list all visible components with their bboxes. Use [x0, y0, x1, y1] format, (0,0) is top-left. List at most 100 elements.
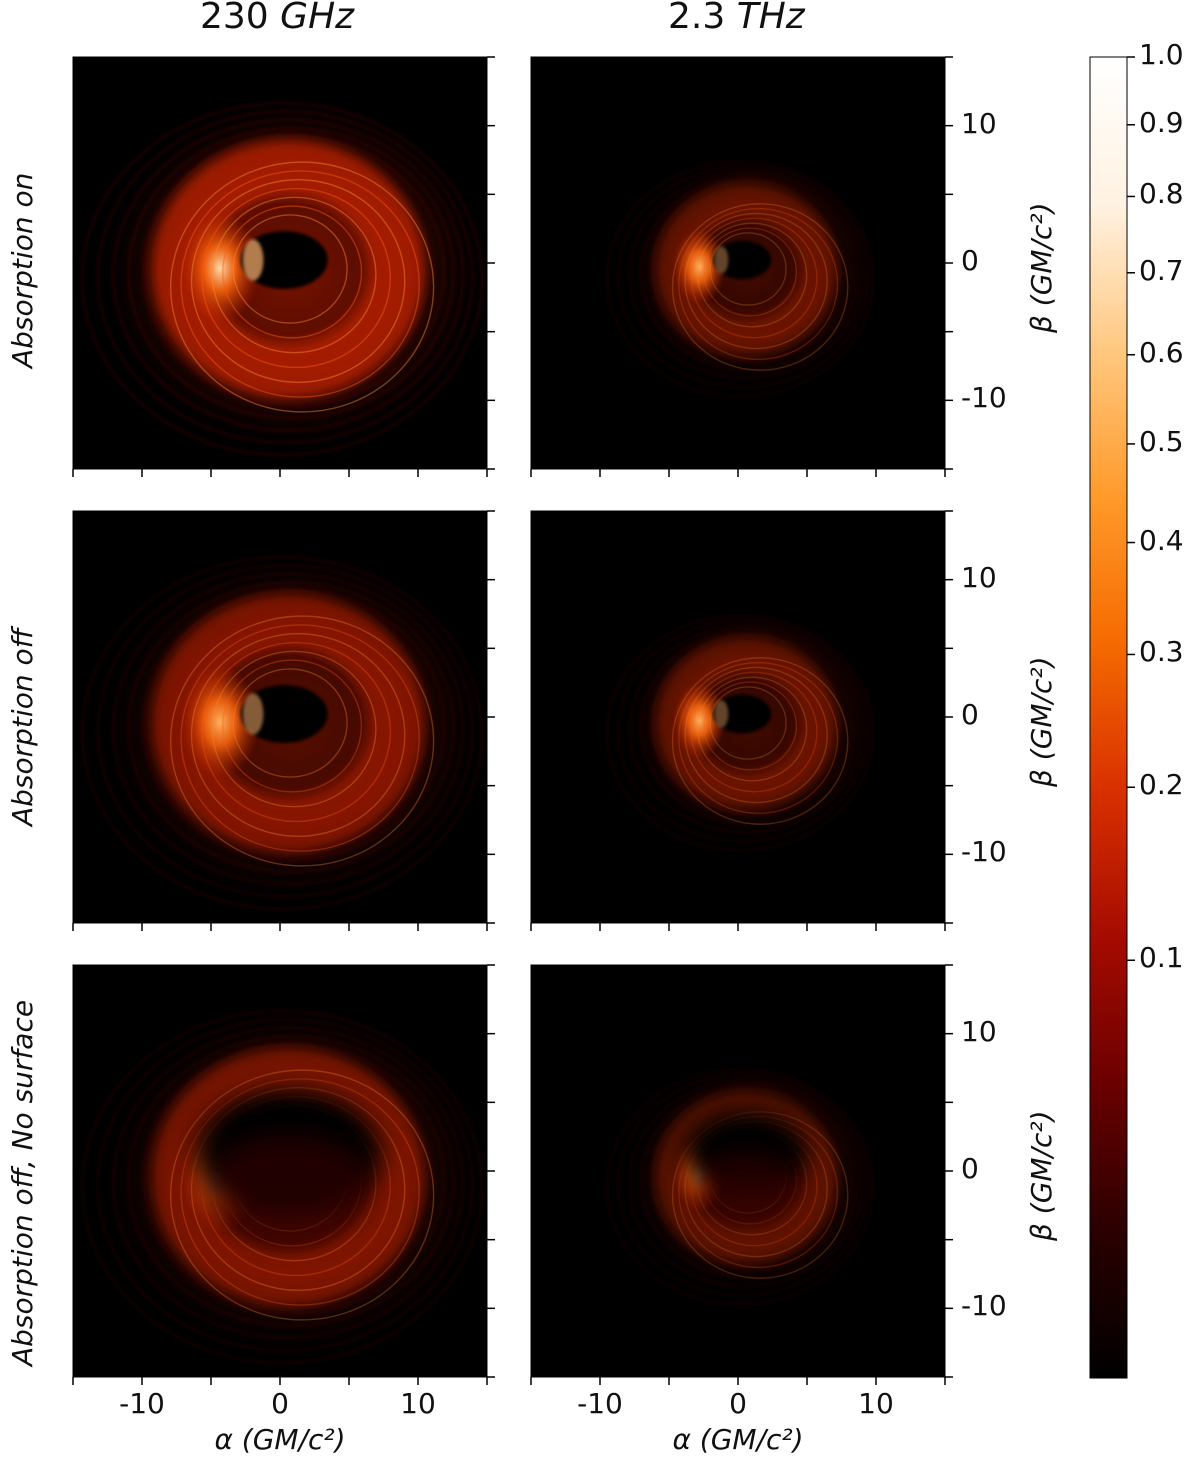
- outer-streamer: [112, 572, 465, 886]
- photon-ring: [232, 668, 348, 778]
- image-panel-r2-c1: [72, 510, 495, 931]
- photon-ring: [671, 203, 849, 371]
- outer-streamer: [605, 1068, 875, 1306]
- colorbar-tick-label: 0.1: [1139, 941, 1184, 975]
- photon-ring: [201, 187, 392, 369]
- outer-streamer: [628, 170, 864, 380]
- photon-ring: [684, 666, 828, 804]
- x-tick-label: 0: [271, 1387, 289, 1420]
- x-tick-label: 0: [729, 1387, 747, 1420]
- outer-streamer: [127, 127, 455, 419]
- outer-streamer: [639, 175, 859, 371]
- bright-crescent: [180, 665, 260, 780]
- y-tick-label: 0: [961, 698, 979, 731]
- x-tick-label: 10: [400, 1387, 436, 1420]
- bright-crescent: [180, 211, 260, 326]
- photon-ring: [684, 212, 828, 350]
- colorbar: [1089, 56, 1128, 1379]
- outer-streamer: [605, 614, 875, 852]
- photon-ring: [690, 217, 818, 339]
- outer-streamer: [81, 556, 483, 910]
- outer-streamer: [127, 581, 455, 873]
- photon-ring: [211, 650, 377, 808]
- image-panel-r3-c1: [72, 964, 495, 1385]
- outer-streamer: [639, 629, 859, 825]
- y-axis-title: β (GM/c²): [1025, 1110, 1058, 1241]
- row-label-absorption-off-no-surface: Absorption off, No surface: [6, 999, 39, 1366]
- image-panel-r1-c2: [530, 56, 953, 477]
- photon-ring: [222, 205, 363, 339]
- photon-ring: [690, 671, 818, 793]
- image-panel-r3-c2: [530, 964, 953, 1385]
- photon-ring: [696, 222, 808, 328]
- outer-streamer: [127, 1035, 455, 1327]
- photon-ring: [201, 641, 392, 823]
- y-tick-label: 10: [961, 1014, 997, 1048]
- outer-streamer: [628, 624, 864, 834]
- photon-ring: [169, 1069, 435, 1321]
- outer-streamer: [96, 564, 474, 898]
- emission-ring: [151, 139, 426, 399]
- central-shadow: [713, 240, 772, 280]
- row-label-absorption-off: Absorption off: [6, 628, 39, 826]
- image-panel-r2-c2: [530, 510, 953, 931]
- inner-highlight: [242, 239, 264, 281]
- photon-ring: [232, 214, 348, 324]
- colorbar-tick-label: 0.7: [1139, 253, 1184, 287]
- outer-streamer: [112, 118, 465, 432]
- photon-ring: [180, 1078, 420, 1306]
- photon-ring: [169, 161, 435, 413]
- photon-ring: [671, 657, 849, 825]
- y-tick-label: 0: [961, 244, 979, 277]
- y-tick-label: 0: [961, 1152, 979, 1185]
- y-tick-label: -10: [961, 1289, 1007, 1323]
- colorbar-tick-label: 0.8: [1139, 177, 1184, 211]
- photon-ring: [696, 676, 808, 782]
- photon-ring: [703, 227, 798, 317]
- y-axis-title: β (GM/c²): [1025, 656, 1058, 787]
- outer-streamer: [617, 1073, 870, 1297]
- lower-disk-emission: [687, 1153, 805, 1229]
- x-axis-title: α (GM/c²): [672, 1423, 804, 1456]
- photon-ring: [169, 615, 435, 867]
- photon-ring: [709, 686, 787, 760]
- outer-streamer: [628, 1078, 864, 1288]
- y-tick-label: 10: [961, 106, 997, 140]
- photon-ring: [709, 232, 787, 306]
- colorbar-tick-label: 0.2: [1139, 768, 1184, 802]
- outer-streamer: [143, 589, 446, 861]
- colorbar-tick-label: 0.9: [1139, 105, 1184, 139]
- outer-streamer: [639, 1083, 859, 1279]
- column-title-2-3thz: 2.3 THz: [668, 0, 805, 37]
- photon-ring: [180, 170, 420, 398]
- x-axis-title: α (GM/c²): [214, 1423, 346, 1456]
- photon-ring: [190, 633, 406, 837]
- outer-streamer: [651, 634, 854, 816]
- outer-streamer: [143, 1043, 446, 1315]
- central-shadow: [240, 231, 328, 289]
- outer-streamer: [96, 1018, 474, 1352]
- emission-ring: [151, 1047, 426, 1307]
- y-tick-label: 10: [961, 560, 997, 594]
- row-label-absorption-on: Absorption on: [6, 172, 39, 368]
- colorbar-tick-label: 0.6: [1139, 335, 1184, 369]
- outer-streamer: [651, 180, 854, 362]
- colorbar-tick-label: 0.5: [1139, 424, 1184, 458]
- bright-crescent: [673, 682, 726, 759]
- y-axis-title: β (GM/c²): [1025, 202, 1058, 333]
- photon-ring: [678, 661, 839, 815]
- x-tick-label: -10: [577, 1387, 623, 1420]
- emission-ring: [151, 593, 426, 853]
- column-title-230ghz: 230 GHz: [200, 0, 355, 37]
- photon-ring: [222, 659, 363, 793]
- colorbar-tick-label: 0.4: [1139, 523, 1184, 557]
- y-tick-label: -10: [961, 835, 1007, 869]
- y-tick-label: -10: [961, 381, 1007, 415]
- outer-streamer: [112, 1026, 465, 1340]
- colorbar-tick-label: 1.0: [1139, 38, 1184, 71]
- outer-streamer: [617, 165, 870, 389]
- photon-ring: [211, 196, 377, 354]
- central-shadow: [240, 685, 328, 743]
- outer-streamer: [96, 110, 474, 444]
